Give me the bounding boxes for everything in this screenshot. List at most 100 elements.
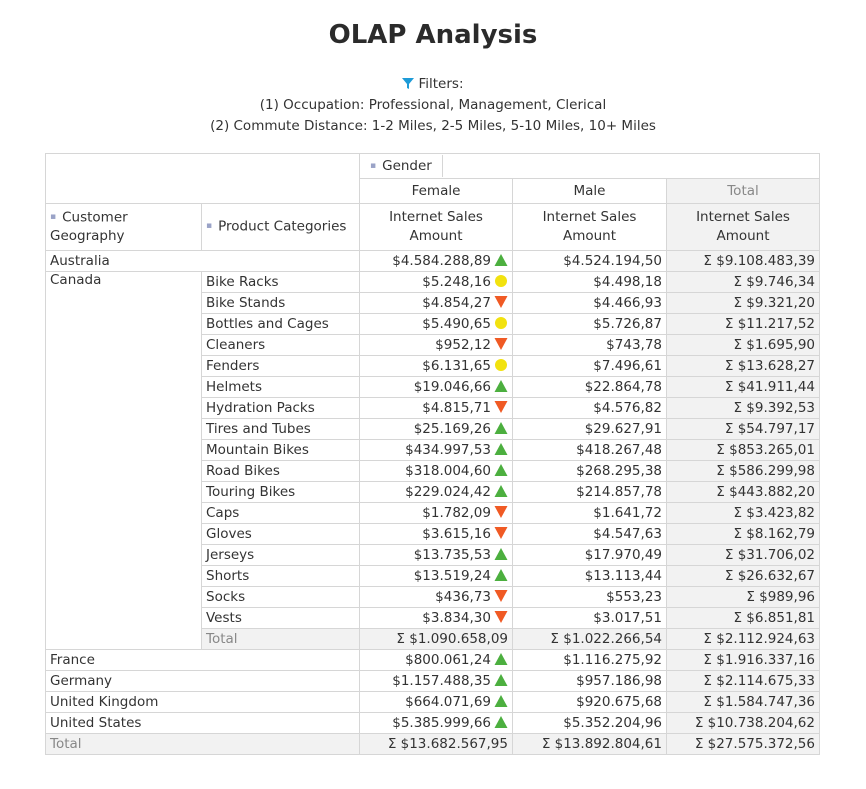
indicator-up: [494, 716, 508, 728]
value: $13.735,53: [413, 547, 491, 563]
column-header: Total: [666, 178, 820, 204]
value-cell: $4.547,63: [512, 523, 667, 545]
category-header: Bottles and Cages: [201, 313, 360, 335]
table-row: Socks $436,73 $553,23 Σ $989,96: [46, 586, 820, 608]
value: Σ $13.682.567,95: [387, 736, 508, 752]
value: $664.071,69: [405, 694, 491, 710]
category-header: Hydration Packs: [201, 397, 360, 419]
category-header: Mountain Bikes: [201, 439, 360, 461]
value-cell: Σ $1.022.266,54: [512, 628, 667, 650]
value-cell: $436,73: [359, 586, 513, 608]
column-header: Male: [512, 178, 667, 204]
table-row: Hydration Packs $4.815,71 $4.576,82 Σ $9.39…: [46, 397, 820, 419]
value: $25.169,26: [413, 421, 491, 437]
value: $229.024,42: [405, 484, 491, 500]
table-row: Fenders $6.131,65 $7.496,61 Σ $13.628,27: [46, 355, 820, 377]
indicator-up: [494, 485, 508, 497]
value-cell: $1.116.275,92: [512, 649, 667, 671]
value: Σ $41.911,44: [724, 379, 815, 395]
filter-icon: [402, 78, 415, 89]
table-row: ▪ Customer Geography ▪ Product Categories In…: [45, 203, 820, 251]
value: Σ $13.628,27: [724, 358, 815, 374]
row-header: Australia: [45, 250, 360, 272]
category-header: Cleaners: [201, 334, 360, 356]
value-cell: $4.854,27: [359, 292, 513, 314]
value: $1.116.275,92: [563, 652, 662, 668]
value-cell: Σ $41.911,44: [666, 376, 820, 398]
value-cell: $4.576,82: [512, 397, 667, 419]
dimension-chip: ▪ Gender: [361, 155, 443, 177]
value: Σ $10.738.204,62: [694, 715, 815, 731]
category-header: Bike Racks: [201, 271, 360, 293]
value: $434.997,53: [405, 442, 491, 458]
value: Σ $443.882,20: [716, 484, 815, 500]
value: $553,23: [606, 589, 662, 605]
value-cell: Σ $9.321,20: [666, 292, 820, 314]
value-cell: Σ $2.114.675,33: [666, 670, 820, 692]
marker: ▪: [370, 161, 377, 171]
row-header: France: [45, 649, 360, 671]
value-cell: $4.584.288,89: [359, 250, 513, 272]
value-cell: Σ $9.108.483,39: [666, 250, 820, 272]
table-row: Vests $3.834,30 $3.017,51 Σ $6.851,81: [46, 607, 820, 629]
dimension-label: Customer Geography: [50, 209, 128, 245]
table-row: Helmets $19.046,66 $22.864,78 Σ $41.911,44: [46, 376, 820, 398]
value-cell: Σ $8.162,79: [666, 523, 820, 545]
value-cell: Σ $11.217,52: [666, 313, 820, 335]
value: $5.385.999,66: [392, 715, 491, 731]
value: Σ $1.090.658,09: [396, 631, 508, 647]
value: Σ $31.706,02: [724, 547, 815, 563]
table-row: Jerseys $13.735,53 $17.970,49 Σ $31.706,02: [46, 544, 820, 566]
table-row: Bottles and Cages $5.490,65 $5.726,87 Σ $11…: [46, 313, 820, 335]
value: $418.267,48: [576, 442, 662, 458]
value-cell: Σ $443.882,20: [666, 481, 820, 503]
value-cell: $3.834,30: [359, 607, 513, 629]
value-cell: $318.004,60: [359, 460, 513, 482]
category-header: Bike Stands: [201, 292, 360, 314]
value: $1.782,09: [422, 505, 491, 521]
value: Σ $11.217,52: [724, 316, 815, 332]
corner: [45, 153, 360, 204]
value: $4.815,71: [422, 400, 491, 416]
table-row: France $800.061,24 $1.116.275,92 Σ $1.916.3…: [45, 649, 820, 671]
indicator-up: [494, 464, 508, 476]
value-cell: Σ $54.797,17: [666, 418, 820, 440]
value: $5.352.204,96: [563, 715, 662, 731]
value: $6.131,65: [422, 358, 491, 374]
category-header: Touring Bikes: [201, 481, 360, 503]
title: OLAP Analysis: [328, 20, 538, 50]
value-cell: Σ $9.746,34: [666, 271, 820, 293]
indicator-down: [494, 590, 508, 602]
value: $318.004,60: [405, 463, 491, 479]
value-cell: Σ $27.575.372,56: [666, 733, 820, 755]
value: $4.584.288,89: [392, 253, 491, 269]
indicator-down: [494, 611, 508, 623]
value-cell: $13.519,24: [359, 565, 513, 587]
value: $5.248,16: [422, 274, 491, 290]
value: $29.627,91: [584, 421, 662, 437]
value-cell: $19.046,66: [359, 376, 513, 398]
value-cell: $25.169,26: [359, 418, 513, 440]
value-cell: Σ $1.695,90: [666, 334, 820, 356]
measure-header: Internet Sales Amount: [512, 203, 667, 251]
table-row: United Kingdom $664.071,69 $920.675,68 Σ $1…: [45, 691, 820, 713]
column-dimension: ▪ Gender: [359, 153, 820, 179]
category-header: Road Bikes: [201, 460, 360, 482]
value-cell: $3.615,16: [359, 523, 513, 545]
value-cell: $920.675,68: [512, 691, 667, 713]
indicator-up: [494, 695, 508, 707]
table-row: United States $5.385.999,66 $5.352.204,96 Σ…: [45, 712, 820, 734]
value-cell: Σ $2.112.924,63: [666, 628, 820, 650]
category-header: Vests: [201, 607, 360, 629]
marker: ▪: [50, 211, 57, 222]
value-cell: Σ $3.423,82: [666, 502, 820, 524]
value-cell: Σ $1.090.658,09: [359, 628, 513, 650]
table-row: Touring Bikes $229.024,42 $214.857,78 Σ $44…: [46, 481, 820, 503]
value-cell: Σ $586.299,98: [666, 460, 820, 482]
value: $3.615,16: [422, 526, 491, 542]
value-cell: Σ $6.851,81: [666, 607, 820, 629]
value-cell: $13.735,53: [359, 544, 513, 566]
value: $17.970,49: [584, 547, 662, 563]
value-cell: $952,12: [359, 334, 513, 356]
indicator-up: [494, 653, 508, 665]
